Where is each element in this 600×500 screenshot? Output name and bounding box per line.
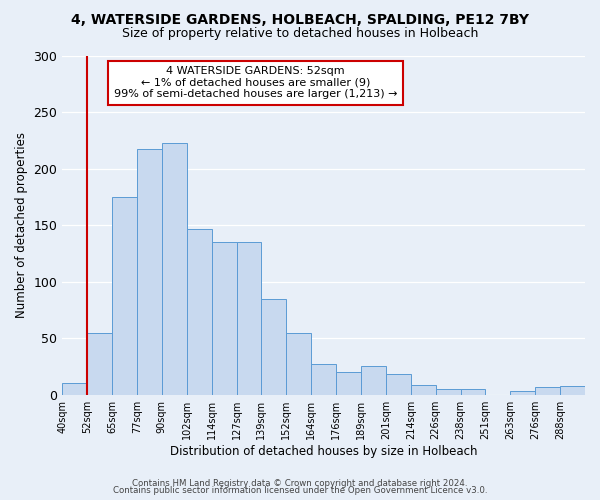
Bar — [560, 386, 585, 394]
Y-axis label: Number of detached properties: Number of detached properties — [15, 132, 28, 318]
Bar — [162, 143, 187, 395]
Bar — [137, 148, 162, 394]
Bar — [112, 197, 137, 394]
Bar — [436, 389, 461, 394]
Bar — [187, 228, 212, 394]
Bar — [461, 389, 485, 394]
Bar — [411, 384, 436, 394]
Bar — [286, 332, 311, 394]
Bar — [386, 374, 411, 394]
Bar — [535, 387, 560, 394]
Bar — [361, 366, 386, 394]
X-axis label: Distribution of detached houses by size in Holbeach: Distribution of detached houses by size … — [170, 444, 478, 458]
Bar — [311, 364, 336, 394]
Bar — [212, 242, 236, 394]
Bar — [62, 384, 87, 394]
Bar — [87, 332, 112, 394]
Text: Contains public sector information licensed under the Open Government Licence v3: Contains public sector information licen… — [113, 486, 487, 495]
Bar — [236, 242, 262, 394]
Text: Contains HM Land Registry data © Crown copyright and database right 2024.: Contains HM Land Registry data © Crown c… — [132, 478, 468, 488]
Text: 4, WATERSIDE GARDENS, HOLBEACH, SPALDING, PE12 7BY: 4, WATERSIDE GARDENS, HOLBEACH, SPALDING… — [71, 12, 529, 26]
Text: Size of property relative to detached houses in Holbeach: Size of property relative to detached ho… — [122, 28, 478, 40]
Bar — [511, 392, 535, 394]
Text: 4 WATERSIDE GARDENS: 52sqm
← 1% of detached houses are smaller (9)
99% of semi-d: 4 WATERSIDE GARDENS: 52sqm ← 1% of detac… — [114, 66, 397, 100]
Bar — [336, 372, 361, 394]
Bar — [262, 298, 286, 394]
